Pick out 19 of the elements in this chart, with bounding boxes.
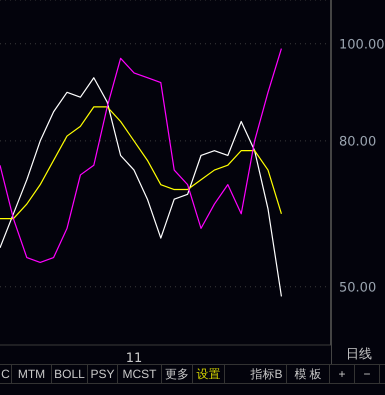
line-series (0, 106, 282, 220)
y-tick-label: 80.00 (339, 134, 376, 150)
text: − (355, 365, 380, 383)
text: 设置 (193, 365, 225, 383)
text: C (0, 365, 12, 383)
text: + (330, 365, 355, 383)
line-series (0, 77, 282, 298)
text: 模 板 (287, 365, 330, 383)
y-tick-label: 100.00 (339, 37, 384, 52)
text: 指标B (247, 365, 287, 383)
text: PSY (88, 365, 118, 383)
text: MCST (118, 365, 162, 383)
text: 更多 (162, 365, 193, 383)
y-tick-label: 50.00 (339, 280, 376, 296)
text: MTM (12, 365, 52, 383)
text: 日线 (331, 345, 385, 365)
line-series (0, 48, 282, 263)
x-tick-label: 11 (126, 351, 142, 366)
text: BOLL (52, 365, 88, 383)
